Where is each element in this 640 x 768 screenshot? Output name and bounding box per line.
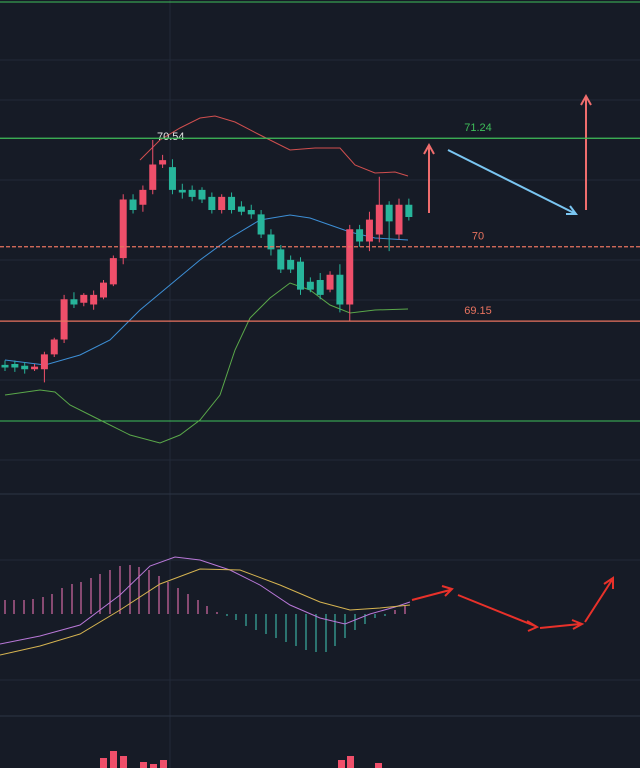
candle-body: [365, 219, 373, 242]
candle-body: [90, 294, 98, 305]
candle-body: [60, 299, 68, 340]
annotation-arrows: [411, 93, 614, 632]
candle-body: [50, 339, 58, 355]
candle-body: [208, 196, 216, 210]
candle-body: [70, 299, 78, 305]
candle-body: [385, 204, 393, 222]
candle-body: [326, 274, 334, 290]
candle-body: [375, 204, 383, 235]
candle-body: [297, 261, 304, 290]
candle-body: [31, 366, 39, 370]
candle-body: [21, 365, 29, 370]
candle-body: [168, 167, 176, 190]
level-label: 69.15: [464, 305, 492, 317]
candle-body: [228, 196, 236, 210]
candle-body: [159, 160, 167, 165]
bollinger-lower: [4, 282, 409, 444]
volume-bars: [100, 751, 382, 768]
candle-body: [356, 229, 364, 242]
candle-body: [306, 281, 314, 290]
candle-body: [237, 206, 245, 212]
candle-body: [149, 164, 157, 190]
candle-body: [316, 280, 324, 295]
candle-body: [188, 189, 196, 197]
candle-body: [198, 189, 206, 200]
level-label: 71.24: [464, 122, 492, 134]
candle-body: [287, 259, 295, 270]
candle-body: [40, 354, 48, 370]
candle-body: [247, 210, 255, 215]
candle-body: [178, 189, 186, 193]
bollinger-upper: [139, 115, 409, 177]
level-label: 70: [472, 231, 484, 243]
candle-body: [257, 214, 265, 235]
candle-body: [405, 204, 413, 217]
macd-dea: [0, 568, 411, 656]
candle-body: [218, 196, 226, 210]
candle-body: [267, 234, 275, 250]
candle-body: [395, 204, 403, 235]
macd-histogram: [4, 565, 406, 652]
candle-body: [336, 274, 344, 305]
candles: [1, 140, 413, 383]
candle-body: [100, 282, 107, 298]
high-label: 70.54: [157, 131, 185, 143]
candle-body: [11, 364, 19, 368]
candle-body: [1, 364, 9, 368]
bollinger-middle: [4, 214, 409, 366]
candle-body: [109, 258, 117, 285]
candle-body: [119, 199, 127, 259]
candle-body: [139, 189, 147, 205]
candle-body: [129, 199, 137, 210]
candle-body: [277, 249, 285, 270]
candle-body: [80, 294, 88, 303]
candle-body: [346, 229, 354, 305]
